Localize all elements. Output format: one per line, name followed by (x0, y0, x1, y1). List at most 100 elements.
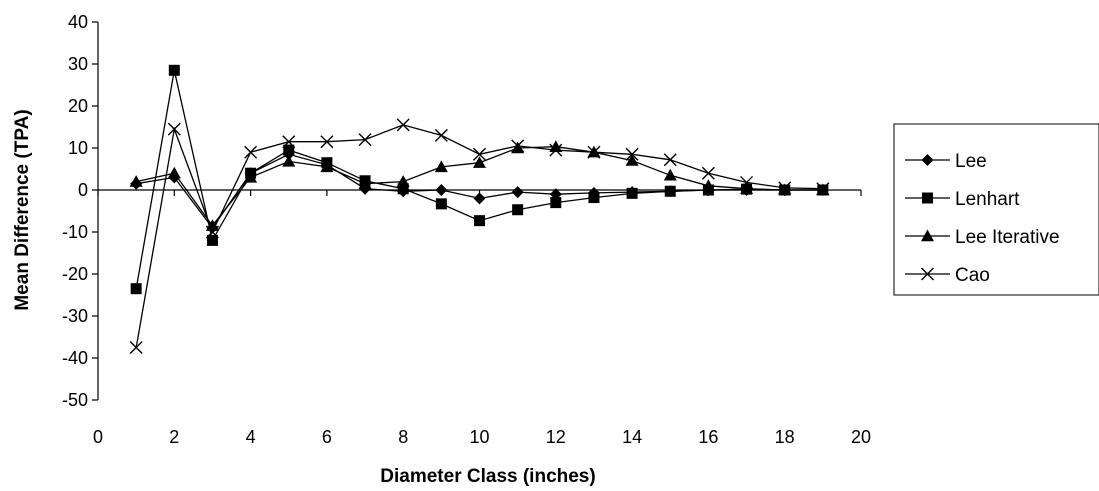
x-marker-stroke (205, 225, 219, 239)
legend-label-cao: Cao (955, 265, 990, 286)
data-point-cao (625, 147, 639, 161)
series-cao (129, 118, 830, 354)
data-point-cao (701, 166, 715, 180)
x-marker-stroke (663, 153, 677, 167)
data-point-cao (358, 133, 372, 147)
data-point-cao (816, 182, 830, 196)
data-point-lenhart (474, 215, 485, 227)
data-point-cao (587, 145, 601, 159)
data-point-lee-iterative (549, 140, 563, 152)
data-point-lee-iterative (282, 154, 296, 167)
x-tick-label: 2 (169, 427, 179, 447)
x-tick-label: 18 (775, 427, 795, 447)
data-point-cao (320, 135, 334, 149)
y-tick-label: -50 (62, 390, 88, 410)
legend-marker-cao (921, 267, 934, 281)
data-point-cao (396, 118, 410, 132)
data-point-lee-iterative (663, 168, 677, 181)
x-tick-label: 12 (546, 427, 566, 447)
x-marker-stroke (396, 118, 410, 132)
data-point-lenhart (397, 183, 409, 195)
legend-entry-lee-iterative: Lee Iterative (905, 227, 1060, 248)
x-marker-stroke (511, 139, 525, 153)
y-tick-label: 10 (68, 138, 88, 158)
legend-label-lee-iterative: Lee Iterative (955, 227, 1060, 248)
x-tick-label: 20 (851, 427, 871, 447)
x-marker-stroke (701, 166, 715, 180)
data-point-lenhart (664, 185, 676, 197)
x-marker-stroke (282, 135, 296, 149)
data-point-lee-iterative (778, 183, 792, 196)
data-point-lee (473, 192, 486, 205)
y-tick-label: -30 (62, 306, 88, 326)
legend-label-lenhart: Lenhart (955, 189, 1020, 210)
data-point-lee-iterative (244, 170, 258, 183)
data-point-cao (549, 143, 563, 157)
y-tick-label: 40 (68, 12, 88, 32)
data-point-cao (473, 147, 486, 161)
x-tick-label: 8 (398, 427, 408, 447)
legend-entry-lee: Lee (905, 151, 987, 172)
data-point-lee (511, 186, 524, 199)
y-tick-label: -20 (62, 264, 88, 284)
data-point-cao (778, 181, 792, 195)
x-tick-label: 4 (246, 427, 256, 447)
data-point-lenhart (206, 234, 218, 246)
x-marker-stroke (358, 133, 372, 147)
data-point-lee-iterative (396, 175, 410, 187)
data-point-lee-iterative (740, 182, 754, 194)
plot-background (98, 22, 861, 400)
data-point-cao (663, 153, 677, 167)
data-point-lee-iterative (320, 160, 334, 173)
y-tick-label: -10 (62, 222, 88, 242)
data-point-cao (129, 341, 143, 354)
data-point-lee-iterative (129, 175, 143, 187)
x-tick-label: 10 (469, 427, 489, 447)
data-point-lenhart (130, 283, 142, 295)
x-marker-stroke (434, 128, 448, 142)
legend-box (893, 123, 1099, 296)
x-tick-label: 16 (698, 427, 718, 447)
x-marker-stroke (129, 341, 143, 354)
data-point-lee-iterative (473, 156, 486, 168)
data-point-cao (244, 145, 258, 159)
plot-area (98, 22, 861, 400)
legend-marker-lenhart (922, 192, 933, 204)
data-point-cao (167, 122, 181, 136)
data-point-lenhart (550, 197, 562, 209)
data-point-lee-iterative (625, 154, 639, 166)
y-tick-label: 30 (68, 54, 88, 74)
series-lee-iterative (129, 140, 830, 231)
x-marker-stroke (625, 147, 639, 161)
x-axis-title: Diameter Class (inches) (380, 466, 595, 487)
y-axis-title: Mean Difference (TPA) (12, 109, 33, 310)
legend-entry-lenhart: Lenhart (905, 189, 1020, 210)
data-point-lenhart (283, 144, 295, 156)
data-point-lee-iterative (434, 160, 448, 173)
data-point-cao (511, 139, 525, 153)
data-point-lee-iterative (511, 141, 525, 154)
x-tick-label: 14 (622, 427, 642, 447)
x-tick-label: 6 (322, 427, 332, 447)
data-point-lee-iterative (701, 179, 715, 191)
y-tick-label: 20 (68, 96, 88, 116)
legend: Lee Lenhart Lee Iterative Cao (893, 123, 1099, 296)
data-point-cao (282, 135, 296, 149)
x-marker-stroke (549, 143, 563, 157)
data-point-lenhart (168, 64, 180, 76)
legend-marker-lee-iterative (921, 229, 934, 242)
data-point-cao (434, 128, 448, 142)
data-point-lee-iterative (167, 166, 181, 179)
data-point-lenhart (588, 192, 600, 204)
legend-label-lee: Lee (955, 151, 987, 172)
data-point-lenhart (435, 198, 447, 210)
data-point-cao (740, 175, 754, 189)
x-marker-stroke (167, 122, 181, 136)
x-marker-stroke (921, 267, 934, 281)
data-point-cao (205, 225, 219, 239)
x-marker-stroke (473, 147, 486, 161)
legend-marker-lee (921, 154, 934, 166)
legend-entry-cao: Cao (905, 265, 990, 286)
